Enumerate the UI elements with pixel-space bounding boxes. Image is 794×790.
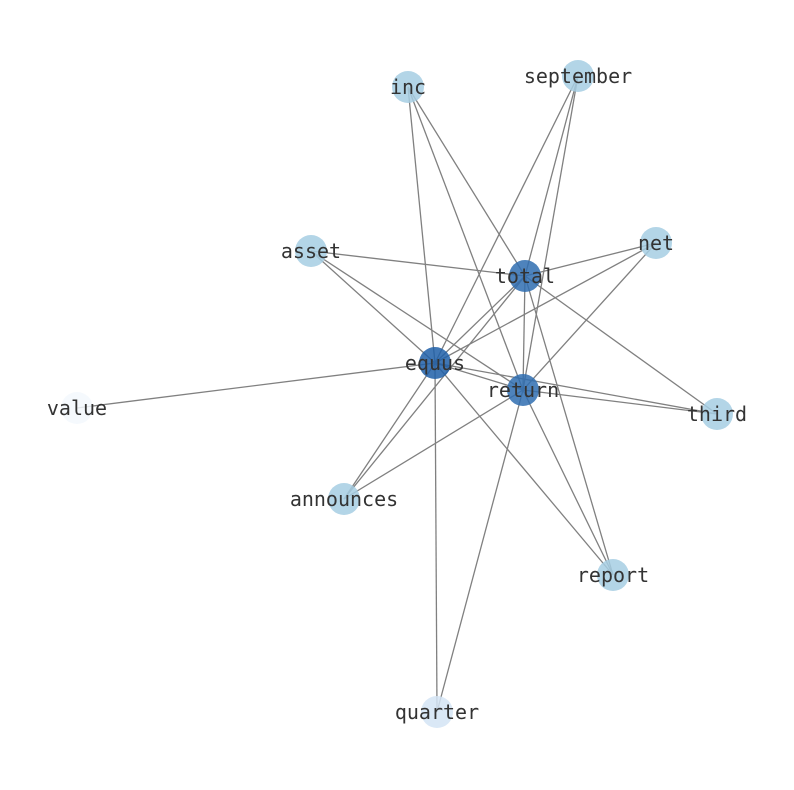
- edge-asset-return: [310, 250, 524, 391]
- edge-net-equus: [434, 242, 657, 364]
- node-september: [562, 60, 594, 92]
- edge-september-equus: [434, 75, 579, 364]
- node-label-september: september: [524, 64, 632, 88]
- edge-total-third: [524, 275, 718, 415]
- node-label-inc: inc: [390, 75, 426, 99]
- edge-inc-return: [407, 86, 524, 391]
- edge-total-return: [522, 275, 526, 391]
- node-report: [597, 559, 629, 591]
- edge-return-announces: [343, 389, 524, 500]
- edge-net-return: [522, 242, 657, 391]
- edge-equus-report: [434, 362, 614, 576]
- edge-september-return: [522, 75, 579, 391]
- node-label-announces: announces: [290, 487, 398, 511]
- edge-inc-total: [407, 86, 526, 277]
- node-label-third: third: [687, 402, 747, 426]
- edge-asset-equus: [310, 250, 436, 364]
- node-third: [701, 398, 733, 430]
- node-label-asset: asset: [281, 239, 341, 263]
- node-total: [509, 260, 541, 292]
- node-label-value: value: [47, 396, 107, 420]
- nodes: [61, 60, 733, 728]
- node-announces: [328, 483, 360, 515]
- edge-equus-third: [434, 362, 718, 415]
- node-inc: [392, 71, 424, 103]
- edge-equus-value: [76, 362, 436, 409]
- node-equus: [419, 347, 451, 379]
- node-label-report: report: [577, 563, 649, 587]
- node-label-quarter: quarter: [395, 700, 479, 724]
- edge-net-total: [524, 242, 657, 277]
- node-label-net: net: [638, 231, 674, 255]
- edge-return-quarter: [436, 389, 524, 713]
- edge-return-third: [522, 389, 718, 415]
- node-return: [507, 374, 539, 406]
- edge-equus-announces: [343, 362, 436, 500]
- node-label-total: total: [495, 264, 555, 288]
- node-asset: [295, 235, 327, 267]
- node-quarter: [421, 696, 453, 728]
- edge-return-report: [522, 389, 614, 576]
- node-net: [640, 227, 672, 259]
- edge-asset-total: [310, 250, 526, 277]
- node-value: [61, 392, 93, 424]
- edge-total-report: [524, 275, 614, 576]
- edge-total-equus: [434, 275, 526, 364]
- node-label-equus: equus: [405, 351, 465, 375]
- edge-equus-quarter: [434, 362, 438, 713]
- edge-september-total: [524, 75, 579, 277]
- edges: [76, 75, 718, 713]
- node-label-return: return: [487, 378, 559, 402]
- labels: inc september asset total net equus return valu…: [47, 64, 747, 724]
- edge-inc-equus: [407, 86, 436, 364]
